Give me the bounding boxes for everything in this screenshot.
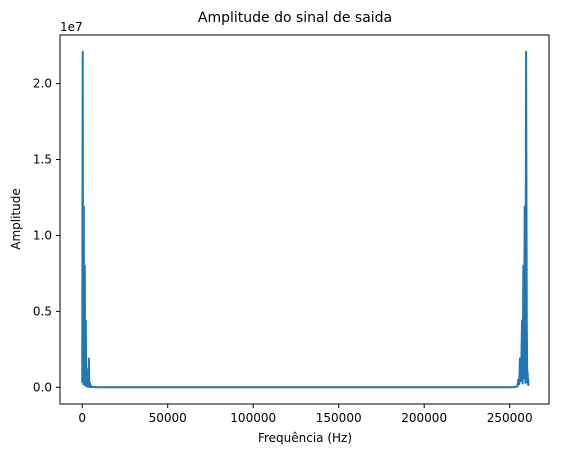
y-tick-label: 2.0 (33, 77, 52, 91)
series-line (81, 50, 530, 389)
x-tick-label: 100000 (230, 411, 276, 425)
y-tick-label: 1.0 (33, 228, 52, 242)
x-tick-label: 250000 (487, 411, 533, 425)
plot-area (81, 50, 530, 389)
y-tick-label: 0.0 (33, 380, 52, 394)
y-tick-label: 0.5 (33, 304, 52, 318)
y-axis-label: Amplitude (9, 188, 23, 250)
x-axis-label: Frequência (Hz) (258, 431, 352, 445)
x-tick-label: 50000 (149, 411, 187, 425)
x-tick-label: 0 (78, 411, 86, 425)
x-tick-label: 150000 (316, 411, 362, 425)
axis-ticks: 0 50000 100000 150000 200000 250000 0.0 0.5 1.0 1… (33, 77, 533, 425)
y-tick-label: 1.5 (33, 153, 52, 167)
x-tick-label: 200000 (401, 411, 447, 425)
plot-frame (59, 34, 550, 405)
chart-title: Amplitude do sinal de saida (198, 10, 392, 26)
y-offset-label: 1e7 (60, 20, 83, 34)
